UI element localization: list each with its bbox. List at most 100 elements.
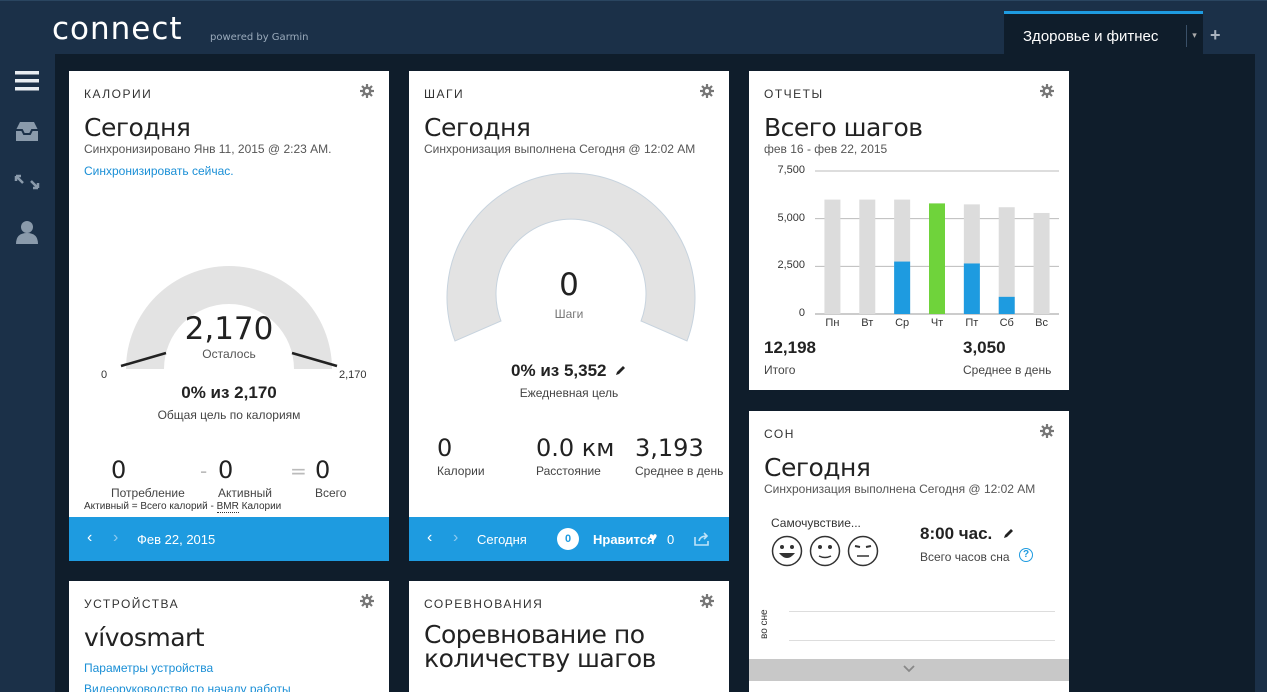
page-edge [1255, 54, 1267, 692]
sleep-hours-value: 8:00 час. [920, 524, 993, 543]
add-tab-button[interactable]: + [1210, 25, 1221, 45]
device-settings-link[interactable]: Параметры устройства [84, 661, 214, 675]
card-title: Всего шагов [764, 113, 923, 142]
unhappy-face-icon[interactable] [847, 535, 879, 567]
tab-dropdown-button[interactable]: ▾ [1186, 25, 1202, 47]
steps-calories-label: Калории [437, 464, 485, 478]
gear-icon[interactable] [1040, 424, 1054, 438]
steps-card: ШАГИ Сегодня Синхронизация выполнена Сег… [409, 71, 729, 561]
calories-remaining-label: Осталось [202, 347, 256, 361]
expand-bar[interactable] [749, 659, 1069, 681]
consumed-value: 0 [111, 456, 127, 484]
card-title: Сегодня [424, 113, 531, 142]
steps-bar[interactable] [963, 263, 980, 314]
steps-progress-row: 0% из 5,352 [409, 361, 729, 381]
gauge-max-label: 2,170 [339, 369, 367, 381]
inbox-icon[interactable] [13, 118, 41, 146]
total-label: Всего [315, 486, 347, 500]
card-header: КАЛОРИИ [84, 87, 153, 101]
card-title: Сегодня [84, 113, 191, 142]
prev-day-button[interactable]: ‹ [427, 529, 433, 546]
heart-icon[interactable]: ♥ [649, 529, 658, 545]
happy-face-icon[interactable] [771, 535, 803, 567]
steps-bar[interactable] [998, 296, 1015, 314]
calorie-formula: Активный = Всего калорий - BMR Калории [84, 501, 281, 513]
next-day-button[interactable]: › [453, 529, 459, 546]
connections-icon[interactable] [13, 168, 41, 196]
pencil-icon[interactable] [615, 364, 627, 376]
mood-label: Самочувствие... [771, 516, 861, 530]
minus-sign: - [200, 459, 208, 483]
calories-progress: 0% из 2,170 [181, 383, 277, 402]
active-value: 0 [218, 456, 234, 484]
goal-bar[interactable] [1033, 212, 1050, 314]
sync-status: Синхронизация выполнена Сегодня @ 12:02 … [764, 482, 1036, 496]
steps-bar[interactable] [929, 203, 945, 314]
total-value: 0 [315, 456, 331, 484]
comments-bubble-button[interactable]: 0 [557, 528, 579, 550]
consumed-label: Потребление [111, 486, 185, 500]
x-tick-label: Сб [999, 317, 1014, 329]
reports-total-label: Итого [764, 363, 796, 377]
getting-started-video-link[interactable]: Видеоруководство по началу работы [84, 682, 291, 692]
sleep-axis-label: во сне [759, 609, 770, 639]
card-title: Сегодня [764, 453, 871, 482]
gear-icon[interactable] [360, 594, 374, 608]
share-icon[interactable] [694, 532, 710, 546]
likes-count: 0 [667, 532, 675, 547]
steps-gauge [446, 172, 696, 342]
x-tick-label: Пн [825, 317, 840, 329]
sleep-card: СОН Сегодня Синхронизация выполнена Сего… [749, 411, 1069, 692]
menu-icon[interactable] [13, 68, 41, 96]
reports-total-value: 12,198 [764, 338, 816, 357]
sync-now-link[interactable]: Синхронизировать сейчас. [84, 164, 234, 178]
sync-status: Синхронизация выполнена Сегодня @ 12:02 … [424, 142, 696, 156]
challenge-title-line1: Соревнование по [424, 620, 645, 649]
card-header: ШАГИ [424, 87, 465, 101]
chevron-down-icon[interactable] [903, 665, 915, 673]
date-range: фев 16 - фев 22, 2015 [764, 142, 888, 156]
sleep-grid-line [789, 640, 1055, 641]
gear-icon[interactable] [700, 594, 714, 608]
goal-bar[interactable] [859, 199, 876, 314]
neutral-face-icon[interactable] [809, 535, 841, 567]
connect-logo[interactable]: connect [52, 11, 183, 47]
challenge-title-line2: количеству шагов [424, 644, 656, 673]
steps-count-value: 0 [559, 267, 579, 303]
pencil-icon[interactable] [1003, 527, 1015, 539]
calories-goal-label: Общая цель по калориям [157, 408, 301, 422]
bmr-abbreviation[interactable]: BMR [216, 501, 239, 513]
calories-card: КАЛОРИИ Сегодня Синхронизировано Янв 11,… [69, 71, 389, 561]
goal-bar[interactable] [998, 207, 1015, 314]
devices-card: УСТРОЙСТВА vívosmart Параметры устройств… [69, 581, 389, 692]
reports-average-label: Среднее в день [963, 363, 1052, 377]
steps-count-label: Шаги [554, 307, 584, 321]
reports-average-value: 3,050 [963, 338, 1006, 357]
like-button[interactable]: Нравится [593, 532, 655, 547]
steps-average-value: 3,193 [635, 434, 704, 462]
x-tick-label: Чт [930, 317, 944, 329]
sleep-grid-line [789, 611, 1055, 612]
distance-value: 0.0 км [536, 434, 615, 462]
top-bar: connect powered by Garmin Здоровье и фит… [0, 0, 1267, 55]
card-header: УСТРОЙСТВА [84, 597, 180, 611]
sidebar [0, 54, 55, 692]
tab-health-fitness[interactable]: Здоровье и фитнес [1004, 11, 1203, 55]
gear-icon[interactable] [700, 84, 714, 98]
next-day-button[interactable]: › [113, 529, 119, 546]
steps-average-label: Среднее в день [635, 464, 724, 478]
gear-icon[interactable] [1040, 84, 1054, 98]
steps-bar[interactable] [894, 261, 911, 314]
date-label: Фев 22, 2015 [137, 532, 216, 547]
calories-gauge [120, 266, 338, 369]
profile-icon[interactable] [13, 218, 41, 246]
x-tick-label: Пт [965, 317, 979, 329]
x-tick-label: Ср [895, 317, 910, 329]
formula-prefix: Активный = Всего калорий - [84, 501, 217, 512]
card-header: СОРЕВНОВАНИЯ [424, 597, 544, 611]
gear-icon[interactable] [360, 84, 374, 98]
prev-day-button[interactable]: ‹ [87, 529, 93, 546]
help-icon[interactable]: ? [1019, 548, 1033, 562]
sleep-hours-row: 8:00 час. [920, 524, 1015, 544]
goal-bar[interactable] [824, 199, 841, 314]
